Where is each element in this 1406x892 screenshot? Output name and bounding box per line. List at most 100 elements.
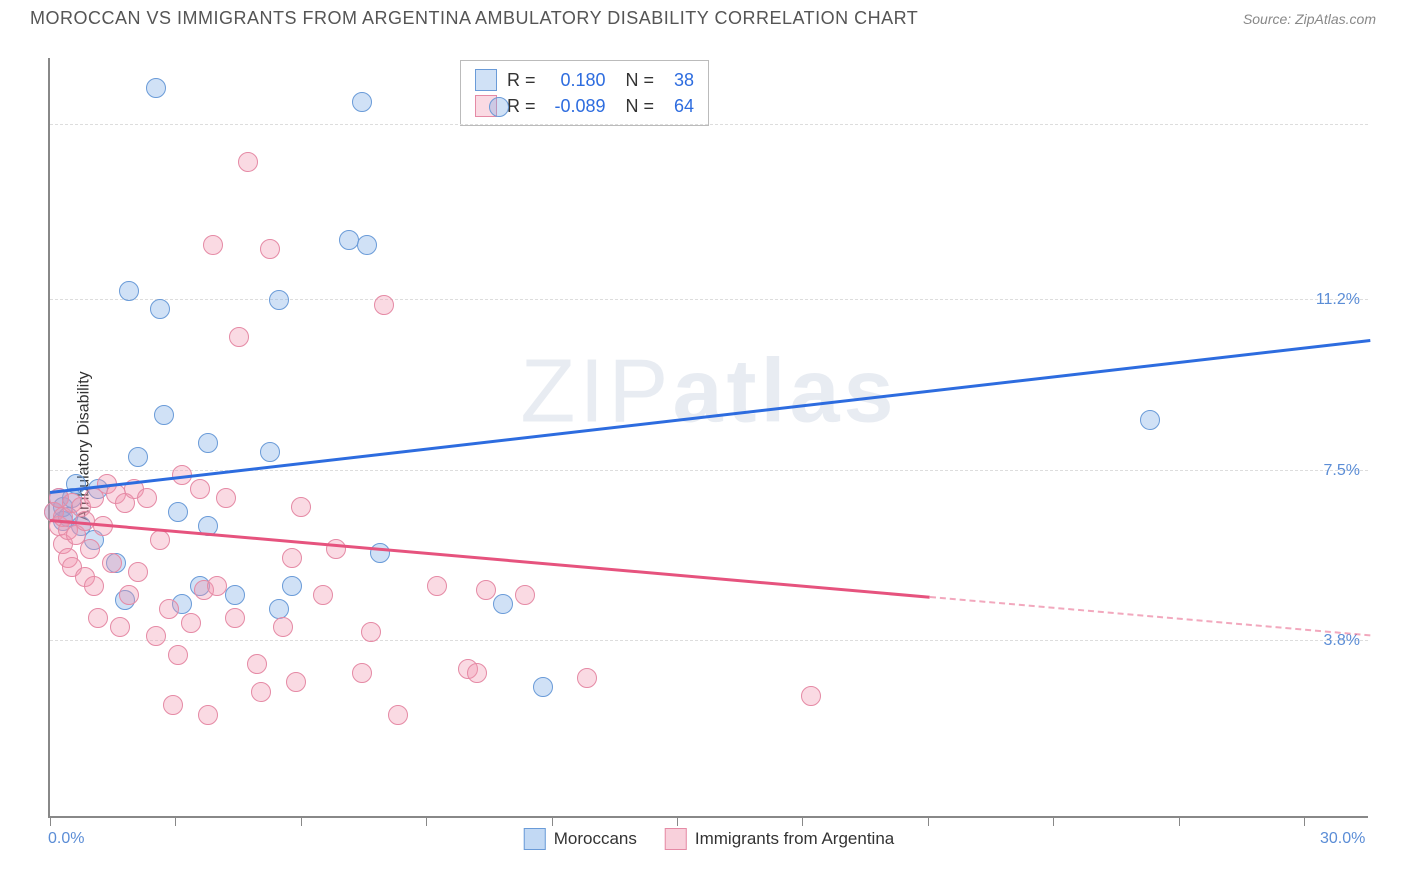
legend: Moroccans Immigrants from Argentina [524,828,895,850]
data-point [203,235,223,255]
data-point [88,608,108,628]
data-point [801,686,821,706]
n-value: 38 [664,70,694,91]
x-tick [50,816,51,826]
data-point [357,235,377,255]
data-point [247,654,267,674]
legend-item: Moroccans [524,828,637,850]
data-point [119,585,139,605]
header: MOROCCAN VS IMMIGRANTS FROM ARGENTINA AM… [0,0,1406,33]
data-point [229,327,249,347]
data-point [260,239,280,259]
x-tick [301,816,302,826]
legend-item: Immigrants from Argentina [665,828,894,850]
data-point [128,447,148,467]
legend-label: Immigrants from Argentina [695,829,894,849]
data-point [467,663,487,683]
x-tick [175,816,176,826]
data-point [110,617,130,637]
data-point [515,585,535,605]
data-point [286,672,306,692]
n-value: 64 [664,96,694,117]
chart-title: MOROCCAN VS IMMIGRANTS FROM ARGENTINA AM… [30,8,918,29]
data-point [291,497,311,517]
data-point [225,608,245,628]
data-point [146,626,166,646]
data-point [273,617,293,637]
data-point [198,705,218,725]
data-point [326,539,346,559]
data-point [361,622,381,642]
n-label: N = [626,96,655,117]
data-point [84,576,104,596]
r-label: R = [507,70,536,91]
data-point [216,488,236,508]
data-point [476,580,496,600]
x-tick [426,816,427,826]
data-point [388,705,408,725]
data-point [489,97,509,117]
r-value: 0.180 [546,70,606,91]
watermark: ZIPatlas [520,340,897,443]
data-point [168,502,188,522]
data-point [282,548,302,568]
data-point [1140,410,1160,430]
gridline [50,299,1368,300]
data-point [163,695,183,715]
trend-line-dashed [930,596,1370,636]
data-point [493,594,513,614]
y-tick-label: 7.5% [1324,462,1360,480]
data-point [150,530,170,550]
data-point [80,539,100,559]
data-point [102,553,122,573]
data-point [190,479,210,499]
data-point [181,613,201,633]
data-point [154,405,174,425]
source-credit: Source: ZipAtlas.com [1243,11,1376,27]
data-point [119,281,139,301]
data-point [533,677,553,697]
data-point [225,585,245,605]
y-tick-label: 11.2% [1316,291,1360,309]
watermark-bold: atlas [672,341,897,441]
gridline [50,124,1368,125]
data-point [269,290,289,310]
r-label: R = [507,96,536,117]
data-point [427,576,447,596]
data-point [269,599,289,619]
data-point [352,663,372,683]
data-point [150,299,170,319]
data-point [251,682,271,702]
x-tick-label: 30.0% [1320,830,1365,848]
x-tick-label: 0.0% [48,830,84,848]
x-tick [1179,816,1180,826]
x-tick [677,816,678,826]
data-point [146,78,166,98]
stats-row: R = 0.180 N = 38 [475,67,694,93]
data-point [137,488,157,508]
x-tick [1304,816,1305,826]
data-point [198,433,218,453]
data-point [238,152,258,172]
data-point [168,645,188,665]
x-tick [552,816,553,826]
data-point [313,585,333,605]
legend-label: Moroccans [554,829,637,849]
data-point [260,442,280,462]
gridline [50,640,1368,641]
data-point [352,92,372,112]
scatter-chart: ZIPatlas R =0.180N =38R =-0.089N =64 Mor… [48,58,1368,818]
data-point [577,668,597,688]
legend-swatch [524,828,546,850]
x-tick [802,816,803,826]
series-swatch [475,69,497,91]
x-tick [928,816,929,826]
r-value: -0.089 [546,96,606,117]
data-point [282,576,302,596]
data-point [66,474,86,494]
data-point [128,562,148,582]
data-point [207,576,227,596]
data-point [159,599,179,619]
watermark-light: ZIP [520,341,672,441]
n-label: N = [626,70,655,91]
